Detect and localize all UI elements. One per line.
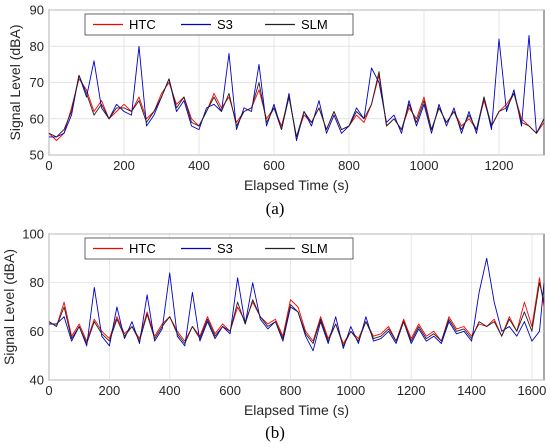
x-tick-label-b: 1600 [517, 383, 546, 398]
y-tick-label-a: 80 [30, 39, 44, 54]
y-tick-label-a: 60 [30, 111, 44, 126]
x-axis-label-b: Elapsed Time (s) [244, 402, 349, 418]
panel-label-a: (a) [266, 199, 285, 218]
x-tick-label-b: 0 [45, 383, 52, 398]
legend-label-s3: S3 [217, 241, 233, 256]
legend-b: HTC S3 SLM [84, 237, 354, 260]
series-lines-a [48, 34, 545, 141]
y-tick-label-a: 90 [30, 3, 44, 18]
legend-box [84, 237, 354, 260]
y-axis-label-b: Signal Level (dBA) [1, 249, 17, 365]
y-axis-label-a: Signal Level (dBA) [7, 25, 23, 141]
tick-labels-a: 0 200 400 600 800 1000 1200 50 60 70 80 90 [30, 3, 514, 174]
x-tick-label-b: 1000 [336, 383, 365, 398]
series-line-slm-a [48, 71, 545, 138]
legend-label-htc: HTC [129, 241, 156, 256]
tick-labels-b: 0 200 400 600 800 1000 1200 1400 1600 40 60 80 100 [22, 227, 546, 399]
x-tick-label-a: 0 [45, 158, 52, 173]
x-tick-label-a: 1000 [410, 158, 439, 173]
chart-panel-b: 0 200 400 600 800 1000 1200 1400 1600 40 60 80 100 H… [1, 227, 546, 443]
y-tick-label-b: 80 [30, 275, 44, 290]
series-lines-b [48, 257, 545, 352]
series-line-slm-b [48, 282, 545, 347]
y-tick-label-b: 40 [30, 373, 44, 388]
y-tick-label-a: 70 [30, 75, 44, 90]
y-tick-label-b: 100 [22, 227, 44, 242]
legend-label-htc: HTC [129, 17, 156, 32]
y-tick-label-a: 50 [30, 148, 44, 163]
x-tick-label-b: 800 [280, 383, 302, 398]
legend-label-slm: SLM [301, 17, 328, 32]
legend-label-s3: S3 [217, 17, 233, 32]
series-line-s3-a [49, 34, 545, 141]
x-tick-label-a: 1200 [485, 158, 514, 173]
x-tick-label-b: 200 [99, 383, 121, 398]
legend-a: HTC S3 SLM [84, 13, 354, 36]
x-tick-label-a: 800 [338, 158, 360, 173]
x-tick-label-a: 400 [188, 158, 210, 173]
chart-panel-a: 0 200 400 600 800 1000 1200 50 60 70 80 90 HTC S3 SLM… [7, 3, 545, 218]
x-axis-label-a: Elapsed Time (s) [244, 177, 349, 193]
x-tick-label-a: 200 [113, 158, 135, 173]
panel-label-b: (b) [265, 423, 285, 442]
legend-box [84, 13, 354, 36]
gridlines-a [48, 9, 544, 156]
legend-label-slm: SLM [301, 241, 328, 256]
y-tick-label-b: 60 [30, 324, 44, 339]
x-tick-label-b: 1400 [457, 383, 486, 398]
x-tick-label-b: 400 [159, 383, 181, 398]
x-tick-label-b: 1200 [397, 383, 426, 398]
x-tick-label-b: 600 [219, 383, 241, 398]
x-tick-label-a: 600 [263, 158, 285, 173]
